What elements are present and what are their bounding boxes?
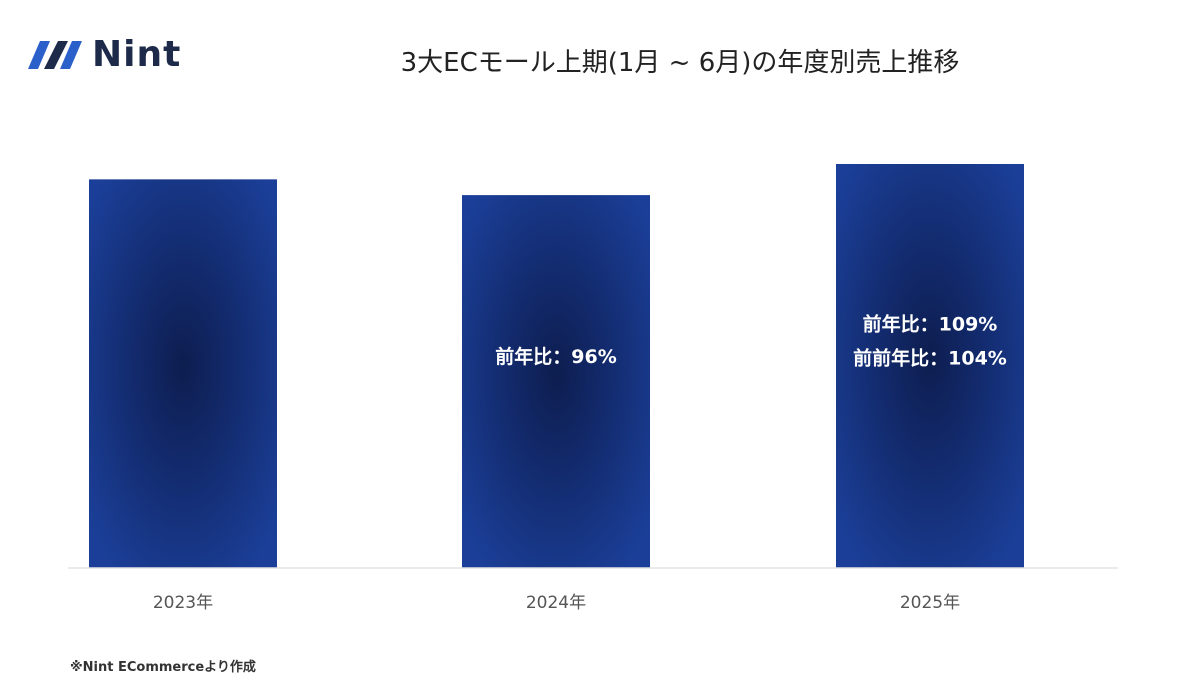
bar-chart: 2023年 2024年 前年比：96% 2025年 前年比：109% 前前年比：104% bbox=[68, 164, 1118, 613]
bar-2 bbox=[462, 195, 650, 568]
x-tick-label: 2023年 bbox=[153, 593, 213, 613]
bar-3 bbox=[836, 164, 1024, 568]
bar-annotation: 前年比：96% bbox=[495, 345, 616, 368]
chart-title: 3大ECモール上期(1月 ~ 6月)の年度別売上推移 bbox=[400, 48, 960, 78]
bar-annotation: 前前年比：104% bbox=[853, 347, 1007, 370]
source-footnote: ※Nint ECommerceより作成 bbox=[70, 660, 256, 675]
x-tick-label: 2025年 bbox=[900, 593, 960, 613]
bar-annotation: 前年比：109% bbox=[863, 313, 998, 336]
nint-logo-icon bbox=[28, 40, 82, 69]
logo-text: Nint bbox=[92, 34, 182, 75]
bar-1 bbox=[89, 179, 277, 569]
nint-logo: Nint bbox=[26, 34, 181, 75]
x-tick-label: 2024年 bbox=[526, 593, 586, 613]
